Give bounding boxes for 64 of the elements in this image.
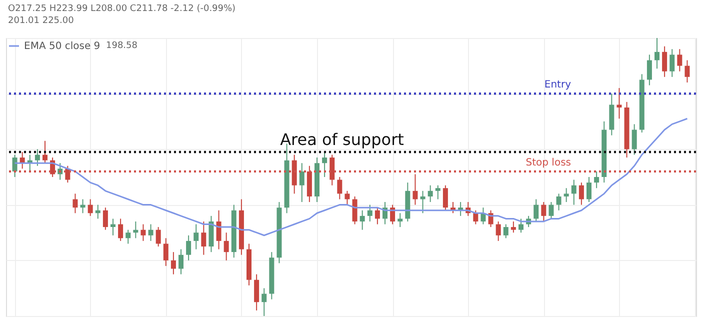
candlestick xyxy=(518,218,524,234)
candlestick xyxy=(435,184,440,200)
candlestick xyxy=(534,198,539,222)
candlestick xyxy=(344,190,350,206)
candlestick xyxy=(42,140,48,164)
candlestick xyxy=(503,224,508,239)
candlestick xyxy=(654,38,660,70)
candlestick xyxy=(496,220,501,242)
candlestick xyxy=(390,204,396,225)
annotation: 198.58 xyxy=(106,41,138,51)
candlestick xyxy=(586,176,592,203)
ref-line-label: Area of support xyxy=(280,130,404,149)
candlestick xyxy=(442,184,448,211)
candlestick xyxy=(337,176,342,200)
candlestick xyxy=(299,162,304,203)
candlestick xyxy=(360,210,365,230)
candlestick xyxy=(646,54,652,86)
candlestick xyxy=(670,48,675,78)
candlestick xyxy=(12,154,18,178)
candlestick xyxy=(118,218,124,242)
candlestick xyxy=(662,46,668,78)
text: O217.25 H223.99 L208.00 C211.78 -2.12 (-0.99%) xyxy=(8,4,236,14)
candlestick xyxy=(632,124,637,156)
candlestick xyxy=(684,60,690,83)
candlestick xyxy=(170,252,176,275)
candlestick xyxy=(20,151,25,170)
candlestick xyxy=(398,212,403,228)
candlestick xyxy=(178,248,184,275)
candlestick xyxy=(88,198,93,216)
candlestick xyxy=(156,226,161,247)
candlestick xyxy=(194,224,199,250)
candlestick xyxy=(473,210,478,225)
candlestick xyxy=(140,224,146,242)
candlestick xyxy=(163,238,168,266)
candlestick xyxy=(254,274,260,311)
ref-line-label: Stop loss xyxy=(526,157,571,168)
candlestick xyxy=(34,148,40,166)
candlestick xyxy=(556,193,562,211)
candlestick xyxy=(186,234,192,261)
candlestick xyxy=(224,232,229,261)
text: 201.01 225.00 xyxy=(8,16,74,26)
candlestick xyxy=(262,288,267,316)
candlestick xyxy=(148,224,154,242)
candlestick xyxy=(102,207,108,230)
candlestick xyxy=(564,188,569,203)
candlestick xyxy=(374,207,380,225)
candlestick xyxy=(201,220,206,256)
candlestick xyxy=(616,88,622,120)
candlestick xyxy=(367,204,372,222)
candlestick xyxy=(548,202,554,220)
candlestick xyxy=(72,193,78,214)
candlestick xyxy=(428,184,433,203)
candlestick xyxy=(126,229,131,244)
ref-line-label: Entry xyxy=(544,80,572,91)
candlestick xyxy=(677,48,682,72)
candlestick xyxy=(216,210,222,250)
candlestick xyxy=(571,179,576,206)
legend-label: EMA 50 close 9 xyxy=(24,41,100,52)
candlestick xyxy=(322,151,328,178)
candlestick xyxy=(578,182,584,206)
candlestick xyxy=(594,170,600,189)
candlestick xyxy=(541,202,546,222)
candlestick xyxy=(352,196,358,225)
candlestick xyxy=(510,220,516,234)
